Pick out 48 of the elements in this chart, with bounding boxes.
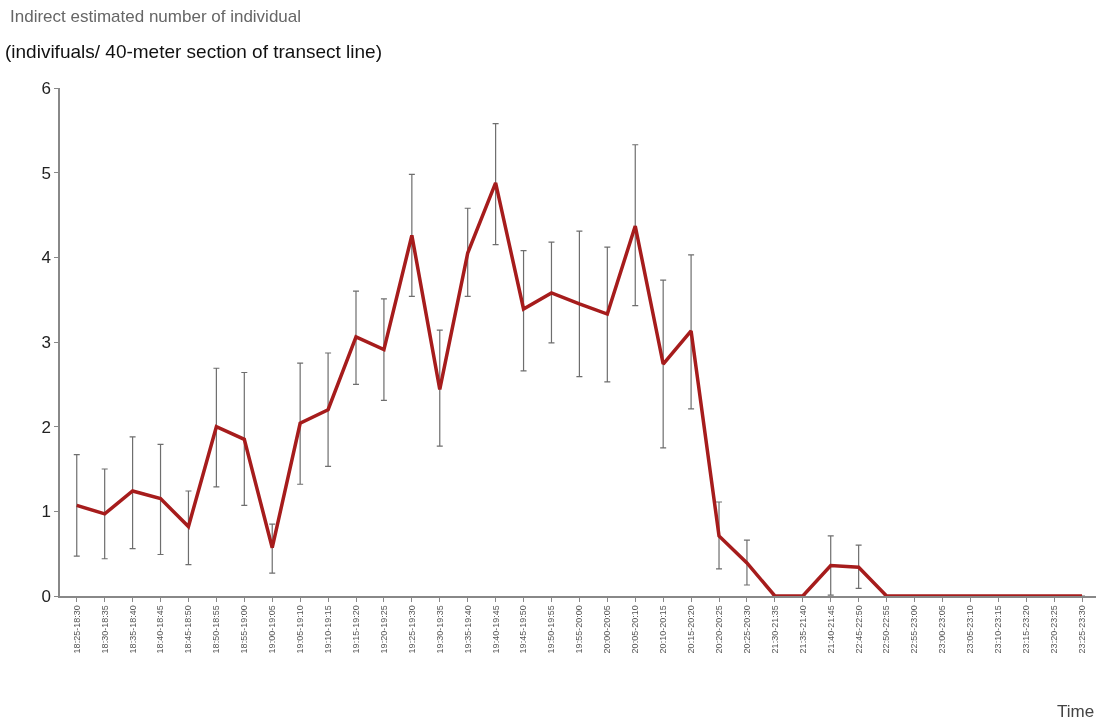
y-tick-label: 6 xyxy=(41,78,51,98)
x-tick-label: 19:50-19:55 xyxy=(546,605,557,654)
x-tick-label: 20:15-20:20 xyxy=(686,605,697,654)
y-tick-label: 2 xyxy=(41,417,51,437)
x-tick-label: 23:15-23:20 xyxy=(1021,605,1032,654)
y-tick-label: 3 xyxy=(41,332,51,352)
y-tick-label: 0 xyxy=(41,586,51,606)
x-tick-label: 19:40-19:45 xyxy=(490,605,501,654)
x-tick-label: 19:20-19:25 xyxy=(378,605,389,654)
x-tick-label: 19:55-20:00 xyxy=(574,605,585,654)
x-tick-label: 19:15-19:20 xyxy=(350,605,361,654)
x-tick-label: 20:20-20:25 xyxy=(713,605,724,654)
x-tick-label: 23:25-23:30 xyxy=(1076,605,1087,654)
x-tick-label: 21:40-21:45 xyxy=(825,605,836,654)
x-tick-label: 23:05-23:10 xyxy=(965,605,976,654)
x-tick-label: 23:20-23:25 xyxy=(1049,605,1060,654)
x-tick-label: 20:25-20:30 xyxy=(741,605,752,654)
x-tick-label: 18:40-18:45 xyxy=(155,605,166,654)
x-tick-label: 18:30-18:35 xyxy=(99,605,110,654)
x-tick-label: 19:25-19:30 xyxy=(406,605,417,654)
x-tick-label: 21:30-21:35 xyxy=(769,605,780,654)
line-series xyxy=(75,181,1084,596)
x-tick-label: 18:25-18:30 xyxy=(71,605,82,654)
x-tick-label: 18:45-18:50 xyxy=(183,605,194,654)
y-tick-label: 4 xyxy=(41,248,51,268)
x-tick-label: 19:10-19:15 xyxy=(323,605,333,654)
y-axis-title: (indivifuals/ 40-meter section of transect line) xyxy=(5,41,382,62)
x-tick-label: 22:50-22:55 xyxy=(881,605,892,654)
y-tick-label: 1 xyxy=(41,502,51,522)
x-tick-label: 20:10-20:15 xyxy=(658,605,669,654)
x-tick-label: 19:00-19:05 xyxy=(267,605,278,654)
x-tick-label: 23:10-23:15 xyxy=(993,605,1004,654)
x-tick-label: 20:05-20:10 xyxy=(630,605,641,654)
y-tick-label: 5 xyxy=(41,163,51,183)
x-tick-label: 19:45-19:50 xyxy=(518,605,529,654)
x-tick-label: 20:00-20:05 xyxy=(602,605,613,654)
x-tick-label: 18:35-18:40 xyxy=(127,605,138,654)
x-tick-label: 18:50-18:55 xyxy=(211,605,222,654)
x-tick-label: 21:35-21:40 xyxy=(797,605,808,654)
x-axis-title: Time xyxy=(1057,702,1095,721)
x-tick-label: 23:00-23:05 xyxy=(937,605,948,654)
x-tick-label: 22:45-22:50 xyxy=(853,605,864,654)
x-tick-label: 19:30-19:35 xyxy=(434,605,445,654)
x-tick-label: 19:35-19:40 xyxy=(462,605,473,654)
x-tick-label: 18:55-19:00 xyxy=(239,605,250,654)
x-tick-label: 22:55-23:00 xyxy=(909,605,920,654)
x-tick-label: 19:05-19:10 xyxy=(295,605,306,654)
chart-title: Indirect estimated number of individual xyxy=(10,7,302,26)
